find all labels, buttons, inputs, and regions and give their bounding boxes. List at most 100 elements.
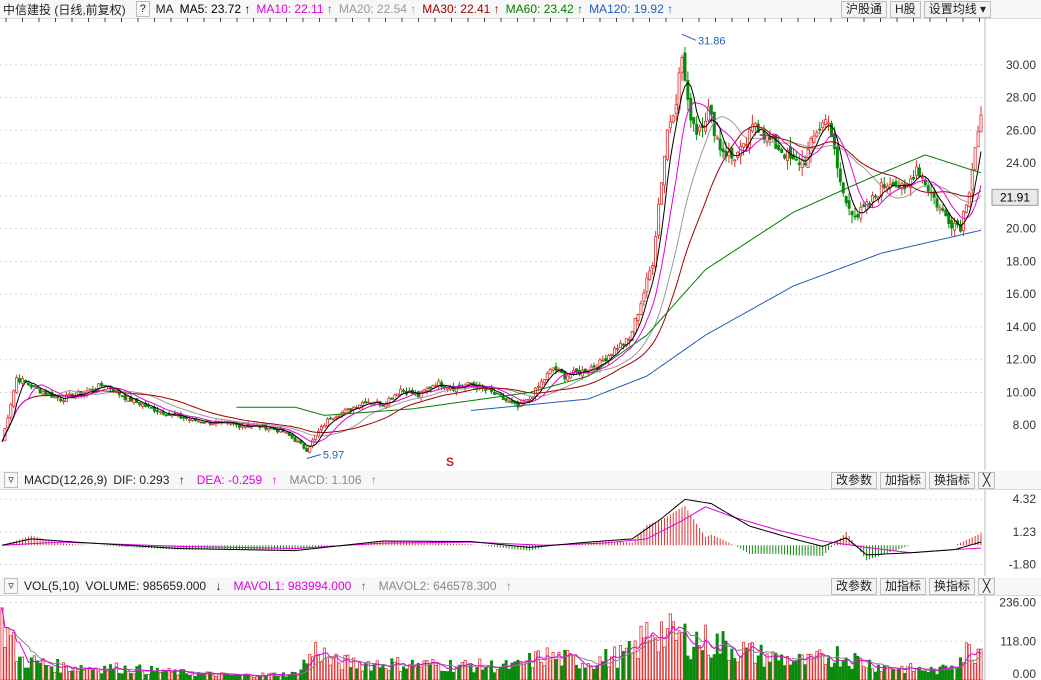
volume-bar	[211, 674, 215, 680]
volume-bar	[577, 668, 581, 680]
candle-body	[132, 398, 136, 404]
volume-chart[interactable]: 236.00 118.00 0.00	[0, 596, 1041, 680]
volume-bar	[788, 664, 792, 680]
volume-bar	[750, 642, 754, 680]
volume-bar	[838, 666, 842, 680]
volume-bar	[865, 667, 869, 680]
candle-body	[138, 402, 142, 406]
volume-bar	[545, 647, 549, 680]
candle-body	[818, 128, 822, 131]
volume-bar	[909, 663, 913, 680]
volume-bar	[841, 660, 845, 680]
candle-body	[167, 414, 171, 416]
volume-bar	[903, 672, 907, 680]
candle-body	[958, 224, 962, 232]
volume-bar	[41, 658, 45, 680]
volume-bar	[519, 660, 523, 680]
h-share-button[interactable]: H股	[890, 1, 921, 18]
volume-bar	[290, 671, 294, 680]
volume-bar	[947, 668, 951, 680]
candle-body	[196, 420, 200, 423]
volume-bar	[818, 649, 822, 680]
set-ma-button[interactable]: 设置均线 ▾	[923, 1, 992, 18]
candle-body	[912, 177, 916, 180]
candle-body	[202, 421, 206, 424]
volume-bar	[387, 670, 391, 680]
volume-bar	[129, 673, 133, 680]
volume-bar	[598, 656, 602, 680]
volume-bar	[15, 661, 19, 680]
volume-bar	[155, 668, 159, 680]
volume-bar	[106, 670, 110, 680]
ma120-line	[470, 229, 982, 411]
header-buttons: 沪股通 H股 设置均线 ▾	[838, 1, 992, 18]
candle-body	[21, 378, 25, 384]
candle-body	[838, 168, 842, 183]
candle-body	[188, 418, 192, 421]
volume-bar	[325, 656, 329, 680]
volume-bar	[724, 640, 728, 680]
vol-edit-params-button[interactable]: 改参数	[831, 578, 878, 595]
macd-add-indicator-button[interactable]: 加指标	[880, 472, 927, 489]
candle-body	[668, 121, 672, 129]
candle-body	[41, 391, 45, 395]
event-marker: S	[446, 455, 454, 469]
volume-bar	[53, 672, 57, 680]
volume-bar	[718, 653, 722, 680]
candle-body	[786, 150, 790, 161]
volume-bar	[756, 655, 760, 680]
volume-bar	[492, 672, 496, 680]
macd-close-icon[interactable]: ╳	[978, 472, 996, 489]
dea-value: DEA: -0.259 ↑	[196, 473, 278, 487]
volume-bar	[920, 670, 924, 680]
volume-bar	[832, 662, 836, 680]
volume-bar	[548, 659, 552, 680]
candle-body	[545, 373, 549, 380]
help-icon[interactable]: ▿	[4, 472, 18, 488]
candle-body	[938, 207, 942, 211]
volume-bar	[167, 667, 171, 680]
volume-bar	[217, 673, 221, 680]
volume-bar	[557, 651, 561, 680]
help-icon[interactable]: ▿	[4, 578, 18, 594]
volume-bar	[958, 657, 962, 680]
shanghai-connect-button[interactable]: 沪股通	[841, 1, 888, 18]
volume-bar	[487, 666, 491, 680]
macd-edit-params-button[interactable]: 改参数	[831, 472, 878, 489]
volume-bar	[352, 657, 356, 680]
volume-bar	[531, 667, 535, 680]
candle-body	[809, 138, 813, 154]
candle-body	[627, 338, 631, 341]
volume-bar	[844, 657, 848, 680]
volume-bar	[507, 668, 511, 680]
macd-switch-indicator-button[interactable]: 换指标	[929, 472, 976, 489]
vol-add-indicator-button[interactable]: 加指标	[880, 578, 927, 595]
volume-bar	[747, 643, 751, 680]
candle-body	[56, 396, 60, 399]
volume-bar	[759, 644, 763, 680]
candle-body	[671, 115, 675, 123]
volume-bar	[504, 660, 508, 680]
macd-chart[interactable]: 4.32 1.23 -1.80	[0, 490, 1041, 576]
volume-bar	[489, 660, 493, 680]
candle-body	[979, 114, 983, 133]
volume-bar	[607, 666, 611, 680]
volume-bar	[830, 666, 834, 680]
candle-body	[932, 192, 936, 198]
vol-close-icon[interactable]: ╳	[978, 578, 996, 595]
volume-bar	[976, 648, 980, 680]
candle-body	[53, 395, 57, 398]
help-icon[interactable]: ?	[135, 1, 150, 17]
volume-bar	[783, 665, 787, 680]
vol-switch-indicator-button[interactable]: 换指标	[929, 578, 976, 595]
candle-body	[539, 381, 543, 389]
volume-bar	[698, 645, 702, 680]
candle-body	[698, 126, 702, 132]
candle-body	[328, 417, 332, 420]
volume-bar	[355, 668, 359, 680]
volume-bar	[498, 666, 502, 680]
volume-bar	[610, 656, 614, 680]
price-chart[interactable]: 30.0028.0026.0024.0022.0020.0018.0016.00…	[0, 18, 1041, 470]
volume-bar	[334, 653, 338, 680]
vol-title: VOL(5,10)	[24, 579, 80, 593]
